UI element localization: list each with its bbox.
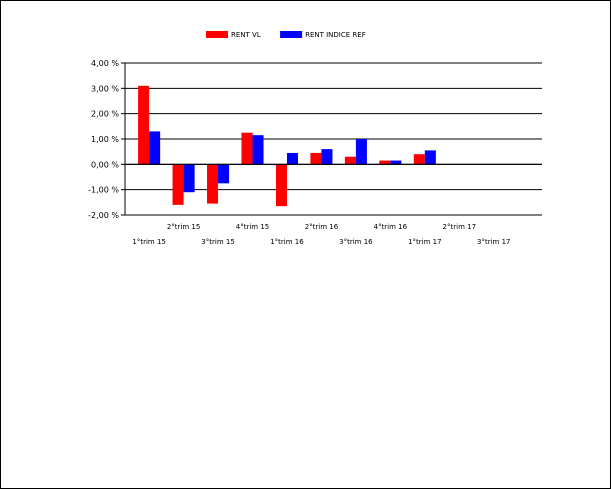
- y-tick-label: -2,00 %: [88, 211, 119, 220]
- bar: [413, 154, 425, 165]
- x-tick-label: 4°trim 16: [374, 223, 408, 231]
- x-tick-label: 1°trim 16: [270, 238, 304, 246]
- x-tick-label: 2°trim 17: [443, 223, 476, 231]
- bar: [321, 149, 333, 165]
- bar: [172, 164, 184, 205]
- y-tick-labels: 4,00 % 3,00 % 2,00 % 1,00 % 0,00 % -1,00 % -2,…: [88, 59, 119, 220]
- x-tick-label: 3°trim 17: [477, 238, 510, 246]
- bar: [218, 164, 230, 184]
- legend-label: RENT INDICE REF: [305, 31, 366, 39]
- x-tick-label: 1°trim 17: [408, 238, 441, 246]
- x-tick-label: 2°trim 15: [167, 223, 200, 231]
- x-tick-labels: 1°trim 152°trim 153°trim 154°trim 151°tr…: [132, 223, 510, 246]
- x-tick-label: 2°trim 16: [305, 223, 339, 231]
- bar: [424, 150, 436, 165]
- bar: [379, 160, 391, 165]
- y-tick-label: 2,00 %: [91, 110, 119, 119]
- bar: [207, 164, 219, 204]
- x-tick-label: 3°trim 15: [201, 238, 234, 246]
- bar: [252, 135, 264, 165]
- y-tick-label: 4,00 %: [91, 59, 119, 68]
- bar: [183, 164, 195, 193]
- bar: [344, 156, 356, 165]
- bars: [138, 85, 436, 207]
- bar: [286, 152, 299, 165]
- x-tick-label: 4°trim 15: [236, 223, 269, 231]
- y-tick-label: 1,00 %: [91, 135, 119, 144]
- bar: [241, 132, 253, 165]
- x-tick-label: 1°trim 15: [132, 238, 165, 246]
- y-tick-label: 0,00 %: [91, 160, 119, 169]
- bar: [138, 85, 150, 165]
- bar: [149, 131, 161, 165]
- axes: [124, 63, 542, 215]
- y-tick-label: -1,00 %: [88, 186, 119, 195]
- y-tick-label: 3,00 %: [91, 84, 119, 93]
- bar: [355, 139, 367, 165]
- bar: [310, 152, 322, 165]
- chart-legend: RENT VL RENT INDICE REF: [206, 31, 366, 39]
- legend-swatch: [280, 31, 303, 38]
- legend-swatch: [206, 31, 228, 38]
- x-tick-label: 3°trim 16: [339, 238, 373, 246]
- bar: [390, 160, 402, 165]
- legend-label: RENT VL: [231, 31, 261, 39]
- bar: [275, 164, 287, 207]
